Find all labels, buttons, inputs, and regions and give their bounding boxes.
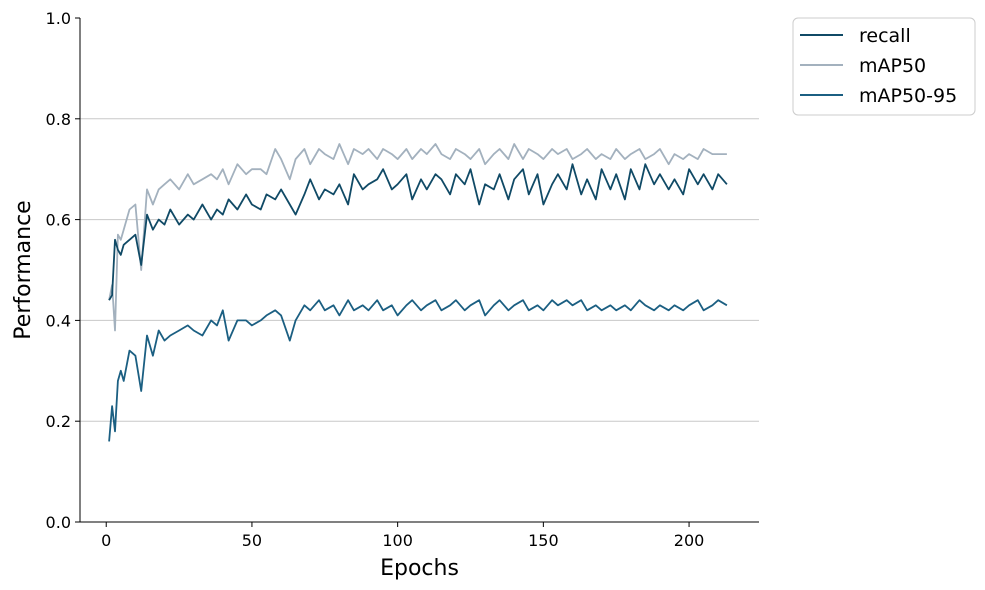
y-tick-label: 0.0: [46, 513, 71, 532]
series-lines: [108, 143, 728, 442]
legend: recall mAP50 mAP50-95: [792, 17, 976, 116]
legend-label: mAP50-95: [859, 85, 957, 107]
legend-label: recall: [859, 25, 911, 47]
grid-lines: [80, 118, 759, 422]
y-tick-label: 1.0: [46, 9, 71, 28]
legend-box: [792, 17, 976, 116]
x-tick-label: 150: [528, 531, 559, 550]
y-tick-label: 0.4: [46, 311, 71, 330]
series-line-map50: [108, 143, 727, 332]
x-tick-label: 200: [674, 531, 705, 550]
x-tick-label: 50: [242, 531, 262, 550]
x-tick-label: 0: [101, 531, 111, 550]
y-tick-label: 0.6: [46, 211, 71, 230]
y-tick-label: 0.8: [46, 110, 71, 129]
legend-label: mAP50: [859, 55, 926, 77]
axes: [79, 18, 759, 523]
y-tick-label: 0.2: [46, 412, 71, 431]
x-axis-title: Epochs: [380, 556, 459, 581]
series-line-recall: [108, 163, 728, 301]
series-line-map50-95: [108, 299, 728, 442]
x-ticks: 0 50 100 150 200: [101, 522, 704, 550]
x-tick-label: 100: [382, 531, 413, 550]
y-ticks: 0.0 0.2 0.4 0.6 0.8 1.0: [46, 9, 80, 532]
y-axis-title: Performance: [11, 200, 36, 339]
